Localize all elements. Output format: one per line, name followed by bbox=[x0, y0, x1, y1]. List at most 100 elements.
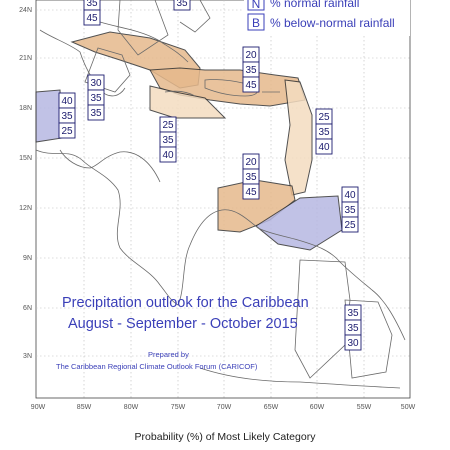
legend-normal-letter: N bbox=[252, 0, 261, 11]
probability-value: 45 bbox=[245, 187, 257, 198]
lat-tick-label: 6N bbox=[23, 305, 32, 312]
probability-stack: 20 35 45 bbox=[242, 153, 260, 200]
central-america-coast bbox=[35, 149, 179, 306]
probability-value: 45 bbox=[245, 80, 257, 91]
bahamas-outline bbox=[84, 47, 131, 93]
map-title: Precipitation outlook for the Caribbean bbox=[62, 295, 309, 311]
south-america-coast bbox=[177, 209, 406, 341]
lon-tick-label: 60W bbox=[310, 404, 325, 411]
lon-tick-label: 50W bbox=[401, 404, 416, 411]
lat-tick-label: 12N bbox=[19, 205, 32, 212]
cuba-coast bbox=[99, 21, 189, 63]
jamaica-coast bbox=[164, 90, 196, 97]
probability-value: 35 bbox=[90, 93, 102, 104]
probability-stack: 35 bbox=[173, 0, 191, 11]
probability-value: 35 bbox=[176, 0, 188, 9]
probability-value: 20 bbox=[245, 157, 257, 168]
florida-outline bbox=[117, 0, 169, 56]
suriname-outline bbox=[344, 299, 393, 379]
forecast-zones bbox=[35, 31, 343, 251]
probability-value: 35 bbox=[245, 172, 257, 183]
probability-value: 30 bbox=[90, 78, 102, 89]
lon-tick-label: 70W bbox=[217, 404, 232, 411]
probability-stacks: 3545352035453035354035252535402535402035… bbox=[58, 0, 362, 351]
lon-tick-label: 80W bbox=[124, 404, 139, 411]
probability-box bbox=[83, 9, 101, 26]
lat-tick-label: 9N bbox=[23, 255, 32, 262]
north-outline bbox=[179, 0, 211, 33]
probability-value: 35 bbox=[86, 0, 98, 9]
probability-value: 35 bbox=[318, 127, 330, 138]
hispaniola-coast bbox=[204, 79, 259, 97]
lat-tick-label: 18N bbox=[19, 105, 32, 112]
probability-box bbox=[87, 104, 105, 121]
inland-line bbox=[199, 367, 401, 389]
lon-tick-label: 75W bbox=[171, 404, 186, 411]
probability-stack: 30 35 35 bbox=[87, 74, 105, 121]
probability-value: 25 bbox=[61, 126, 73, 137]
probability-box bbox=[242, 183, 260, 200]
lat-tick-label: 24N bbox=[19, 7, 32, 14]
map-caption: Probability (%) of Most Likely Category bbox=[134, 431, 316, 443]
probability-stack: 25 35 40 bbox=[315, 108, 333, 155]
yucatan-coast bbox=[59, 149, 161, 183]
legend-normal-box bbox=[247, 0, 265, 11]
latitude-ticks: 24N 21N 18N 15N 12N 9N 6N 3N bbox=[19, 7, 32, 360]
probability-value: 40 bbox=[344, 190, 356, 201]
longitude-ticks: 90W 85W 80W 75W 70W 65W 60W 55W 50W bbox=[31, 404, 416, 411]
lon-tick-label: 85W bbox=[77, 404, 92, 411]
probability-stack: 40 35 25 bbox=[58, 92, 76, 139]
lon-tick-label: 55W bbox=[357, 404, 372, 411]
legend-below-letter: B bbox=[252, 16, 260, 30]
probability-stack: 25 35 40 bbox=[159, 116, 177, 163]
credit-organization: The Caribbean Regional Climate Outlook F… bbox=[56, 362, 258, 371]
probability-box bbox=[315, 138, 333, 155]
coastlines bbox=[35, 0, 406, 389]
probability-value: 45 bbox=[86, 13, 98, 24]
probability-stack: 35 35 30 bbox=[344, 304, 362, 351]
probability-box bbox=[344, 334, 362, 351]
zone-western-purple bbox=[35, 89, 63, 143]
probability-value: 40 bbox=[318, 142, 330, 153]
probability-box bbox=[58, 122, 76, 139]
gulf-coast bbox=[39, 29, 126, 97]
legend-background bbox=[244, 0, 410, 36]
lat-tick-label: 15N bbox=[19, 155, 32, 162]
probability-box bbox=[159, 146, 177, 163]
probability-box bbox=[173, 0, 191, 11]
zone-jamaica-sea bbox=[149, 85, 227, 119]
probability-value: 35 bbox=[245, 65, 257, 76]
legend-below-label: % below-normal rainfall bbox=[270, 16, 395, 30]
probability-value: 35 bbox=[90, 108, 102, 119]
lon-tick-label: 65W bbox=[264, 404, 279, 411]
probability-value: 35 bbox=[162, 135, 174, 146]
probability-value: 25 bbox=[162, 120, 174, 131]
probability-value: 40 bbox=[162, 150, 174, 161]
probability-value: 35 bbox=[344, 205, 356, 216]
probability-value: 35 bbox=[61, 111, 73, 122]
legend: N % normal rainfall B % below-normal rai… bbox=[244, 0, 410, 36]
probability-box bbox=[341, 216, 359, 233]
legend-below-box bbox=[247, 13, 265, 31]
probability-stack: 20 35 45 bbox=[242, 46, 260, 93]
probability-value: 35 bbox=[347, 323, 359, 334]
probability-value: 35 bbox=[347, 308, 359, 319]
probability-value: 25 bbox=[318, 112, 330, 123]
probability-box bbox=[242, 76, 260, 93]
lat-tick-label: 21N bbox=[19, 55, 32, 62]
probability-value: 40 bbox=[61, 96, 73, 107]
legend-normal-label: % normal rainfall bbox=[270, 0, 359, 10]
credit-prepared-by: Prepared by bbox=[148, 350, 189, 359]
probability-value: 20 bbox=[245, 50, 257, 61]
map-subtitle: August - September - October 2015 bbox=[68, 316, 298, 332]
probability-value: 25 bbox=[344, 220, 356, 231]
probability-value: 30 bbox=[347, 338, 359, 349]
lon-tick-label: 90W bbox=[31, 404, 46, 411]
lat-tick-label: 3N bbox=[23, 353, 32, 360]
zone-eastern-caribbean bbox=[284, 79, 313, 196]
map-frame bbox=[35, 0, 411, 399]
guyana-outline bbox=[294, 259, 351, 379]
